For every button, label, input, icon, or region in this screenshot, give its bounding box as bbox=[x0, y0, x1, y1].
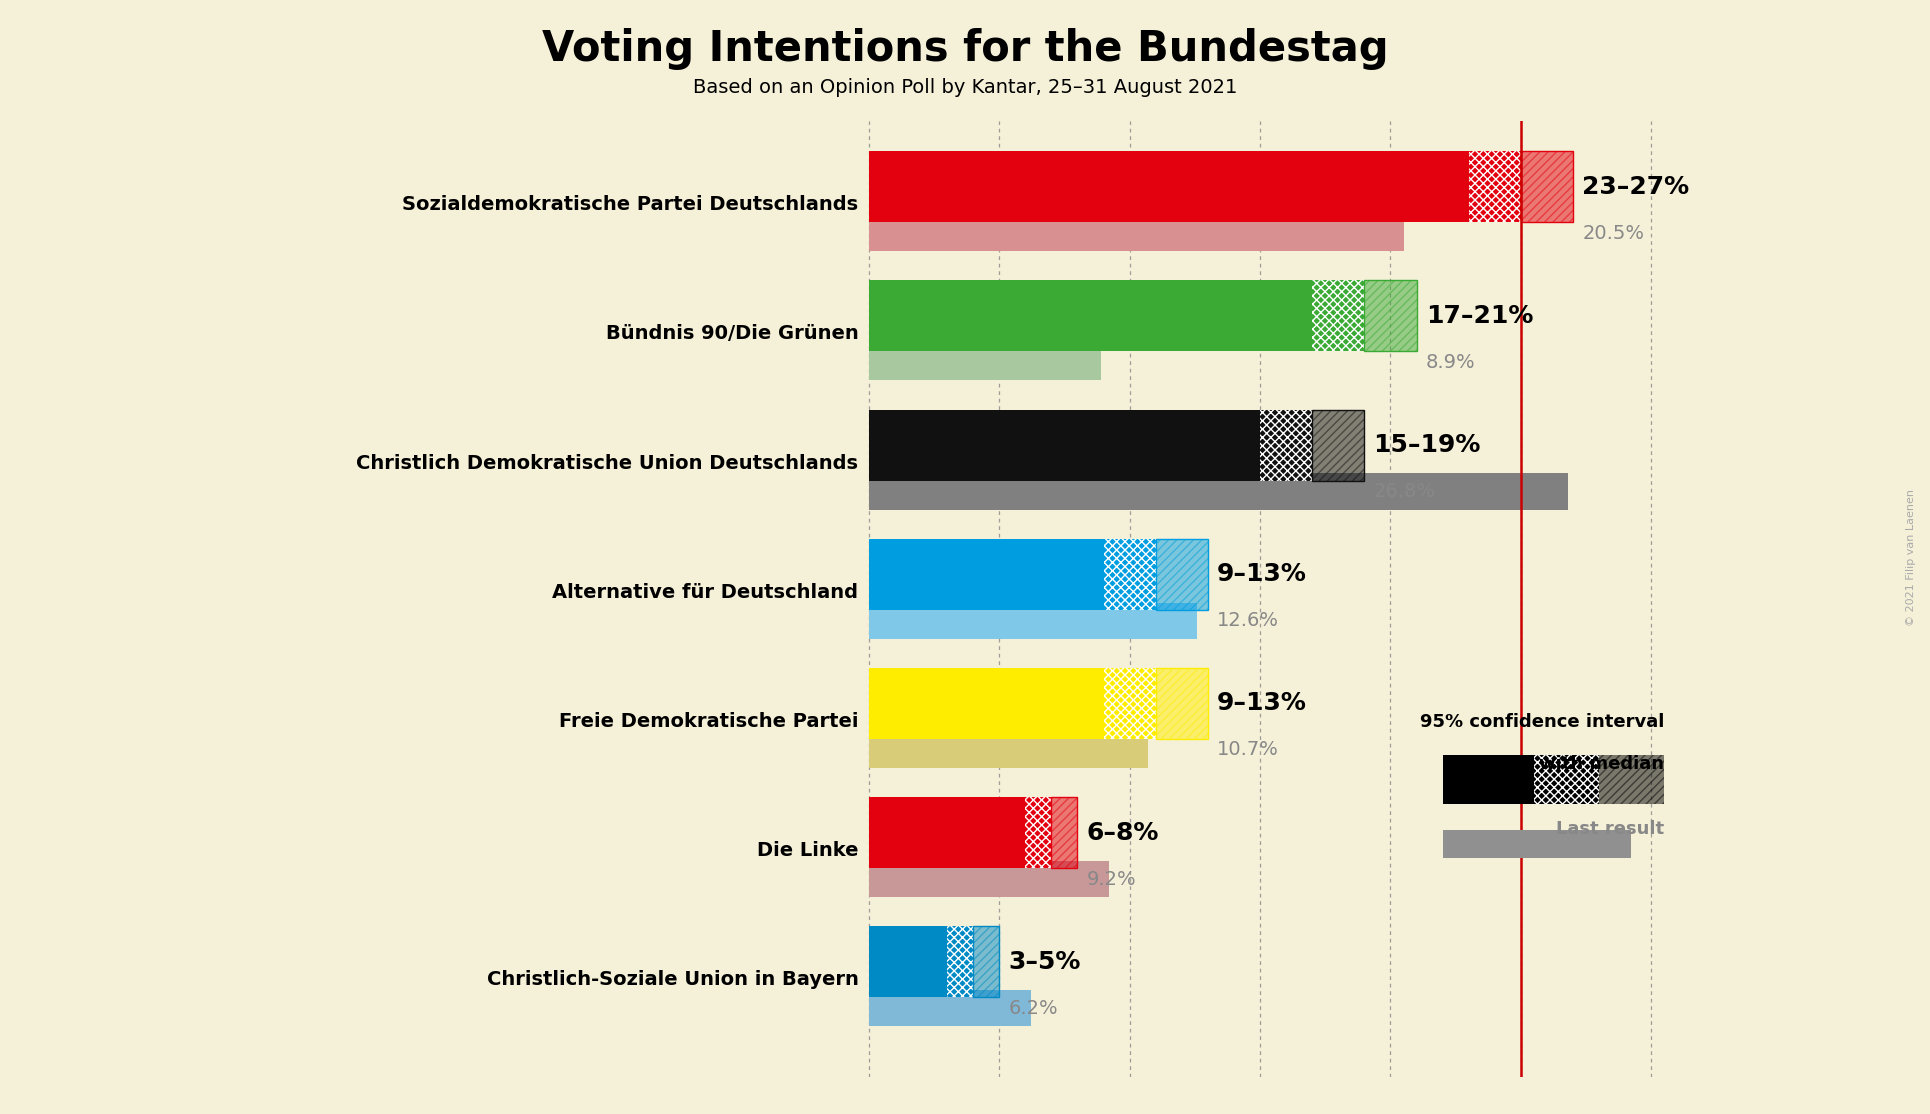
Text: 12.6%: 12.6% bbox=[1218, 612, 1280, 631]
Bar bbox=[868, 926, 948, 997]
Bar bbox=[1052, 797, 1077, 868]
Bar bbox=[1534, 755, 1600, 804]
Text: Bündnis 90/Die Grünen: Bündnis 90/Die Grünen bbox=[606, 324, 859, 343]
Text: 6–8%: 6–8% bbox=[1087, 821, 1160, 844]
Bar bbox=[973, 926, 1000, 997]
Bar bbox=[1521, 152, 1573, 222]
Bar bbox=[1156, 539, 1208, 609]
Text: 6.2%: 6.2% bbox=[1007, 999, 1058, 1018]
Bar bbox=[1052, 797, 1077, 868]
Text: 15–19%: 15–19% bbox=[1374, 433, 1480, 457]
Text: 10.7%: 10.7% bbox=[1218, 741, 1280, 760]
Text: Based on an Opinion Poll by Kantar, 25–31 August 2021: Based on an Opinion Poll by Kantar, 25–3… bbox=[693, 78, 1237, 97]
Text: 8.9%: 8.9% bbox=[1426, 353, 1475, 372]
Bar bbox=[868, 732, 1148, 768]
Bar bbox=[868, 668, 1104, 739]
Bar bbox=[868, 603, 1197, 638]
Bar bbox=[1156, 668, 1208, 739]
Bar bbox=[868, 152, 1469, 222]
Text: with median: with median bbox=[1540, 755, 1664, 773]
Bar bbox=[1104, 668, 1156, 739]
Bar bbox=[868, 344, 1100, 381]
Bar bbox=[1312, 410, 1365, 480]
Text: 9.2%: 9.2% bbox=[1087, 870, 1137, 889]
Text: 9–13%: 9–13% bbox=[1218, 692, 1307, 715]
Bar bbox=[1312, 410, 1365, 480]
Bar bbox=[868, 215, 1403, 252]
Bar bbox=[1260, 410, 1312, 480]
Text: Last result: Last result bbox=[1556, 820, 1664, 838]
Text: Christlich-Soziale Union in Bayern: Christlich-Soziale Union in Bayern bbox=[486, 970, 859, 989]
Bar bbox=[1442, 830, 1631, 859]
Text: Die Linke: Die Linke bbox=[757, 841, 859, 860]
Bar bbox=[1365, 281, 1417, 351]
Bar bbox=[868, 281, 1312, 351]
Text: Alternative für Deutschland: Alternative für Deutschland bbox=[552, 583, 859, 602]
Bar bbox=[1104, 539, 1156, 609]
Bar bbox=[868, 473, 1567, 509]
Bar bbox=[1156, 668, 1208, 739]
Bar bbox=[868, 861, 1110, 897]
Bar bbox=[868, 990, 1031, 1026]
Text: 17–21%: 17–21% bbox=[1426, 304, 1532, 328]
Text: 95% confidence interval: 95% confidence interval bbox=[1420, 713, 1664, 731]
Text: Voting Intentions for the Bundestag: Voting Intentions for the Bundestag bbox=[542, 28, 1388, 70]
Text: © 2021 Filip van Laenen: © 2021 Filip van Laenen bbox=[1907, 489, 1916, 625]
Text: Sozialdemokratische Partei Deutschlands: Sozialdemokratische Partei Deutschlands bbox=[401, 195, 859, 214]
Bar bbox=[868, 410, 1260, 480]
Bar bbox=[973, 926, 1000, 997]
Bar bbox=[1365, 281, 1417, 351]
Text: 20.5%: 20.5% bbox=[1583, 224, 1644, 243]
Bar bbox=[1442, 755, 1534, 804]
Bar bbox=[1025, 797, 1052, 868]
Bar bbox=[1469, 152, 1521, 222]
Text: Freie Demokratische Partei: Freie Demokratische Partei bbox=[560, 712, 859, 731]
Text: 23–27%: 23–27% bbox=[1583, 175, 1689, 198]
Bar bbox=[868, 539, 1104, 609]
Text: 3–5%: 3–5% bbox=[1007, 950, 1081, 974]
Bar bbox=[948, 926, 973, 997]
Bar bbox=[1312, 281, 1365, 351]
Text: Christlich Demokratische Union Deutschlands: Christlich Demokratische Union Deutschla… bbox=[357, 453, 859, 472]
Text: 26.8%: 26.8% bbox=[1374, 482, 1436, 501]
Bar bbox=[1521, 152, 1573, 222]
Bar bbox=[1600, 755, 1664, 804]
Bar bbox=[868, 797, 1025, 868]
Bar bbox=[1156, 539, 1208, 609]
Text: 9–13%: 9–13% bbox=[1218, 563, 1307, 586]
